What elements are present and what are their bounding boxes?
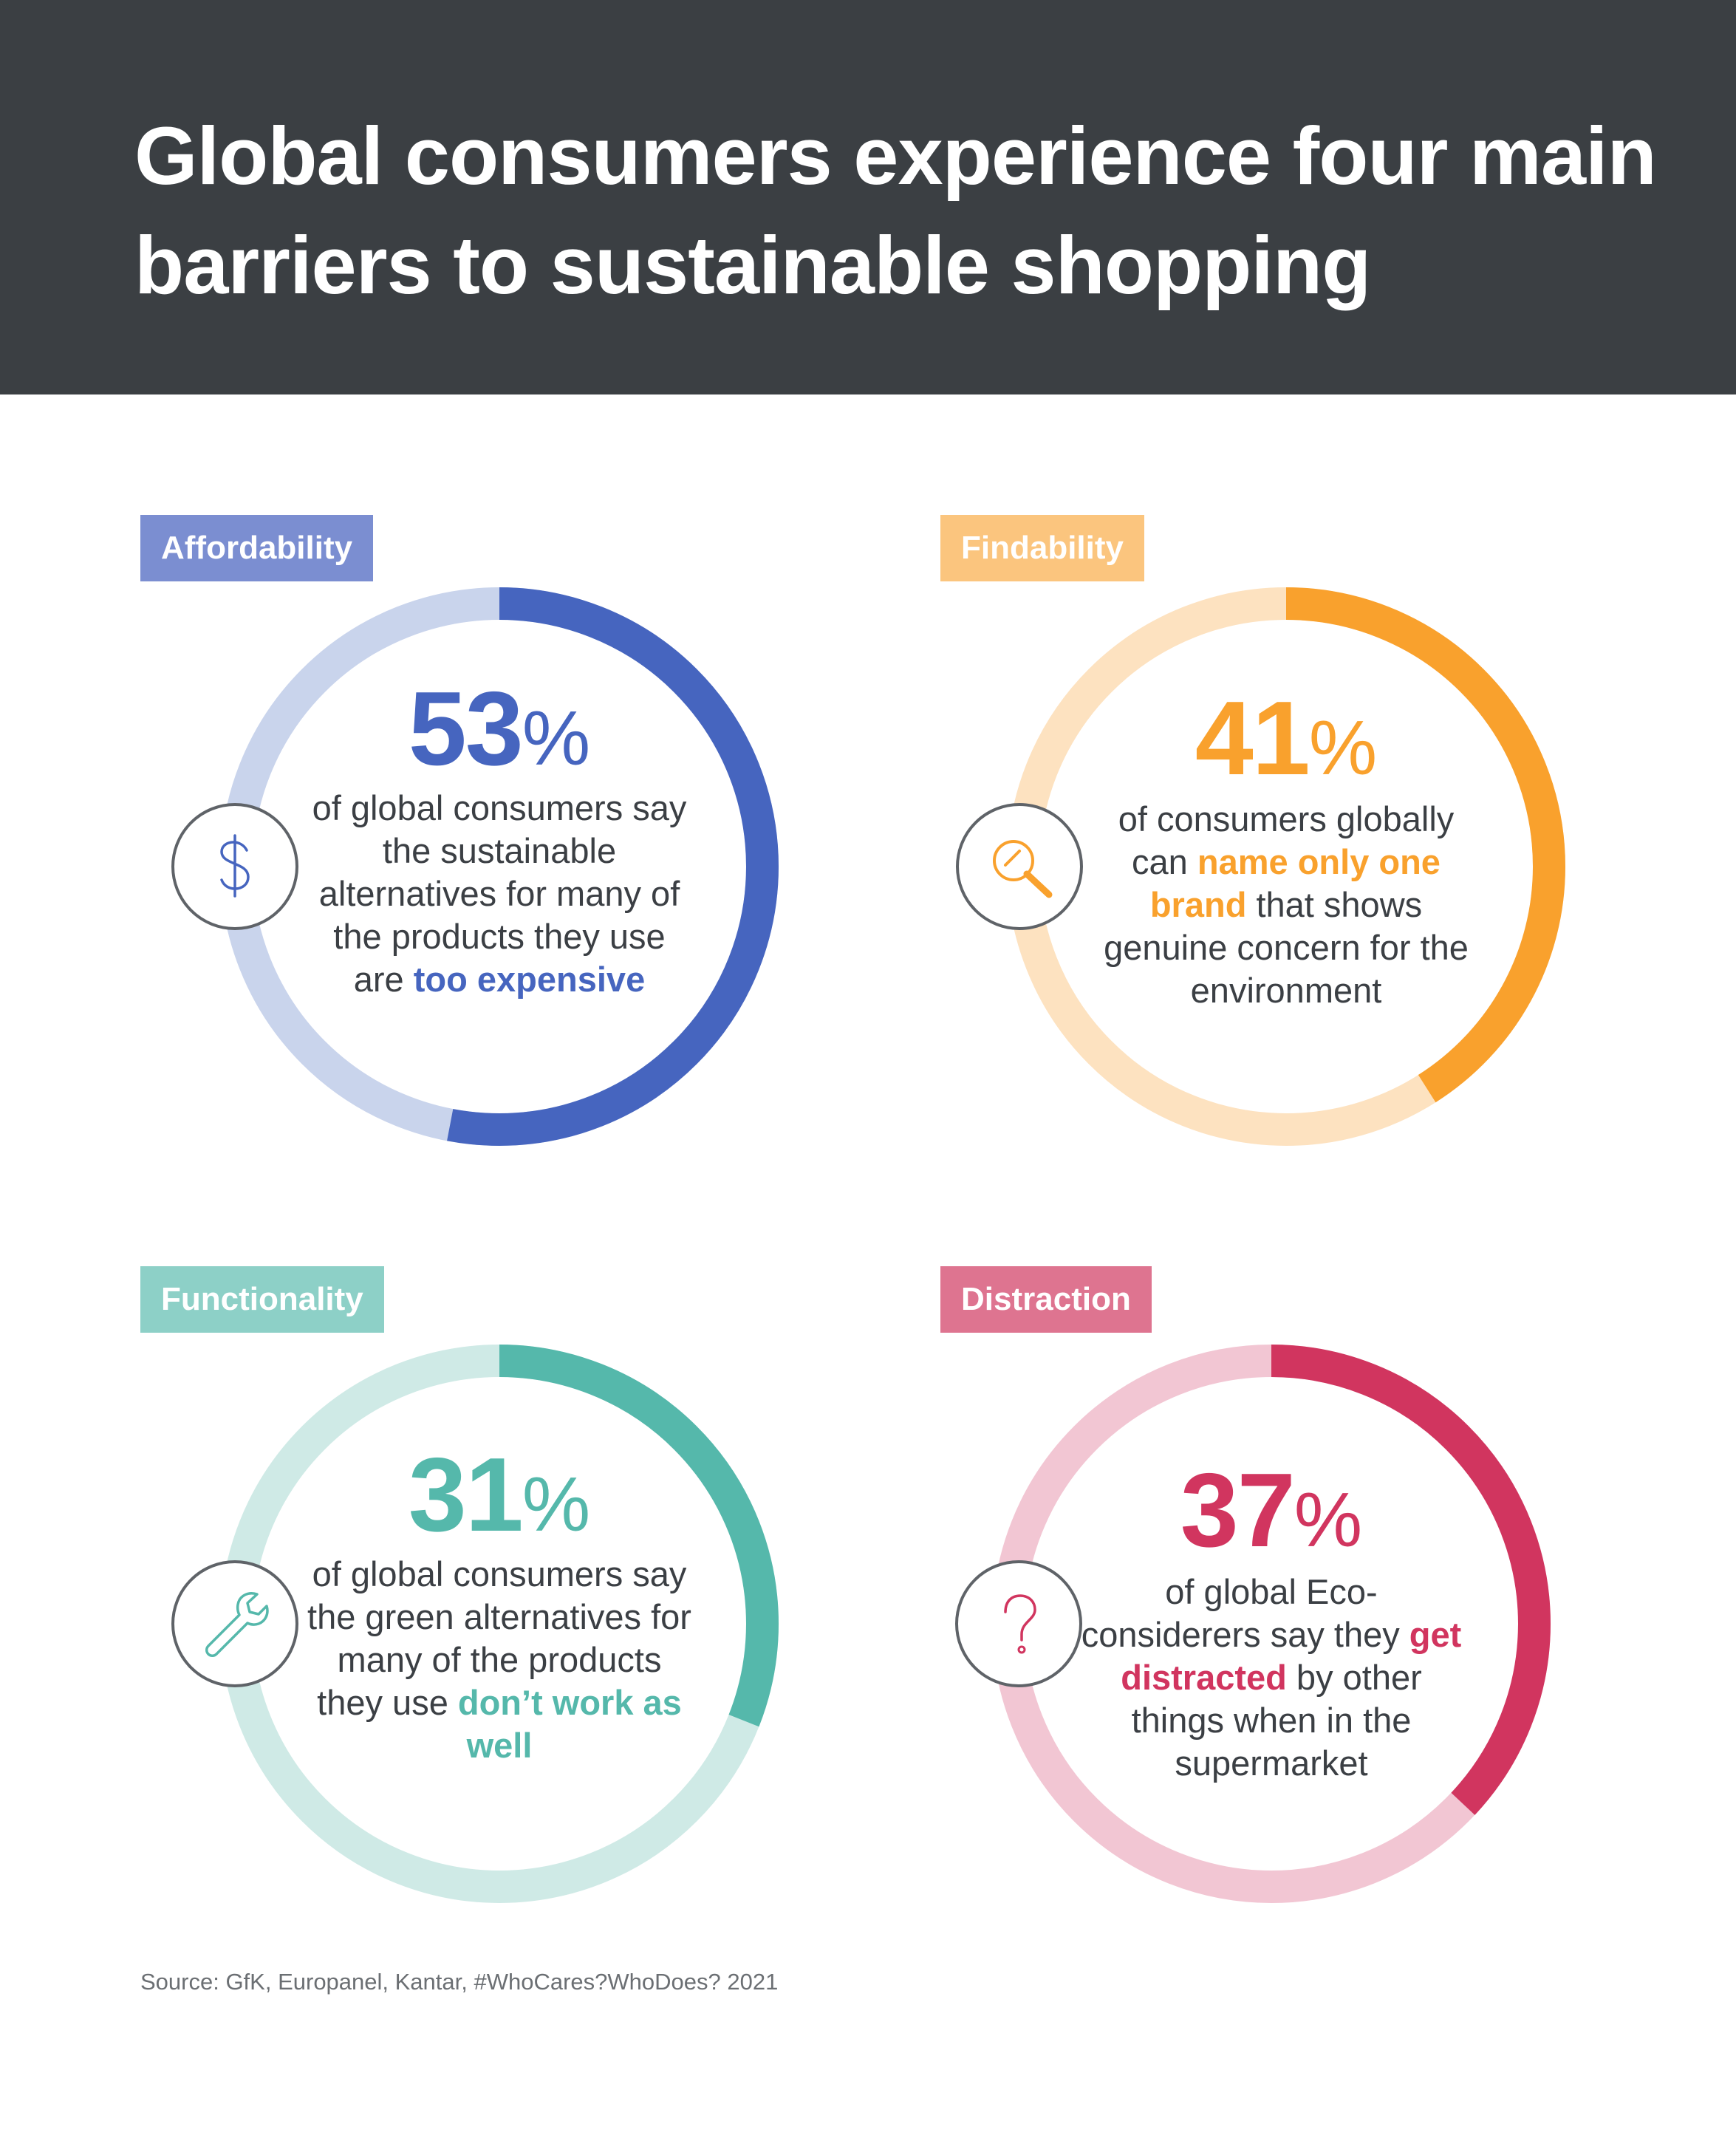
- stat-value-functionality: 31%: [315, 1435, 684, 1556]
- stat-number: 31: [408, 1436, 524, 1554]
- stat-value-affordability: 53%: [315, 669, 684, 790]
- description-highlight: get distracted: [1121, 1615, 1462, 1697]
- category-tag-findability: Findability: [940, 515, 1144, 581]
- page-title: Global consumers experience four main ba…: [134, 111, 1657, 311]
- description-text-end: by other things when in the supermarket: [1131, 1658, 1422, 1783]
- description-text: of global consumers say the sustainable …: [312, 788, 687, 999]
- category-tag-functionality: Functionality: [140, 1266, 384, 1333]
- stat-number: 53: [408, 670, 524, 788]
- donut-segment-distraction: [992, 1345, 1551, 1903]
- stat-description-findability: of consumers globally can name only one …: [1094, 798, 1478, 1012]
- description-text: of consumers globally can: [1118, 799, 1455, 881]
- stat-description-affordability: of global consumers say the sustainable …: [307, 787, 691, 1001]
- stat-value-distraction: 37%: [1087, 1450, 1456, 1571]
- stat-description-distraction: of global Eco-considerers say they get d…: [1079, 1571, 1463, 1785]
- source-note: Source: GfK, Europanel, Kantar, #WhoCare…: [140, 1969, 779, 1995]
- donut-segment-affordability: [220, 587, 779, 1146]
- question-icon: [955, 1560, 1082, 1687]
- stat-description-functionality: of global consumers say the green altern…: [307, 1553, 691, 1767]
- stat-unit: %: [522, 1462, 591, 1548]
- category-tag-affordability: Affordability: [140, 515, 374, 581]
- description-text: of global consumers say the green altern…: [307, 1554, 691, 1722]
- description-text: of global Eco-considerers say they: [1081, 1572, 1409, 1654]
- dollar-icon: [171, 803, 298, 930]
- stat-unit: %: [1308, 706, 1378, 791]
- description-highlight: name only one brand: [1149, 842, 1441, 924]
- donut-segment-findability: [1007, 587, 1565, 1146]
- description-text-end: that shows genuine concern for the envir…: [1104, 885, 1469, 1010]
- stat-unit: %: [522, 696, 591, 782]
- wrench-icon: [171, 1560, 298, 1687]
- description-highlight: don’t work as well: [457, 1683, 682, 1765]
- header-banner: Global consumers experience four main ba…: [0, 0, 1736, 394]
- magnifier-icon: [956, 803, 1083, 930]
- description-highlight: too expensive: [413, 960, 646, 999]
- stat-number: 41: [1195, 680, 1310, 797]
- category-tag-distraction: Distraction: [940, 1266, 1152, 1333]
- stat-number: 37: [1180, 1452, 1296, 1569]
- donut-segment-functionality: [220, 1345, 779, 1903]
- stat-unit: %: [1294, 1478, 1363, 1563]
- stat-value-findability: 41%: [1101, 678, 1471, 799]
